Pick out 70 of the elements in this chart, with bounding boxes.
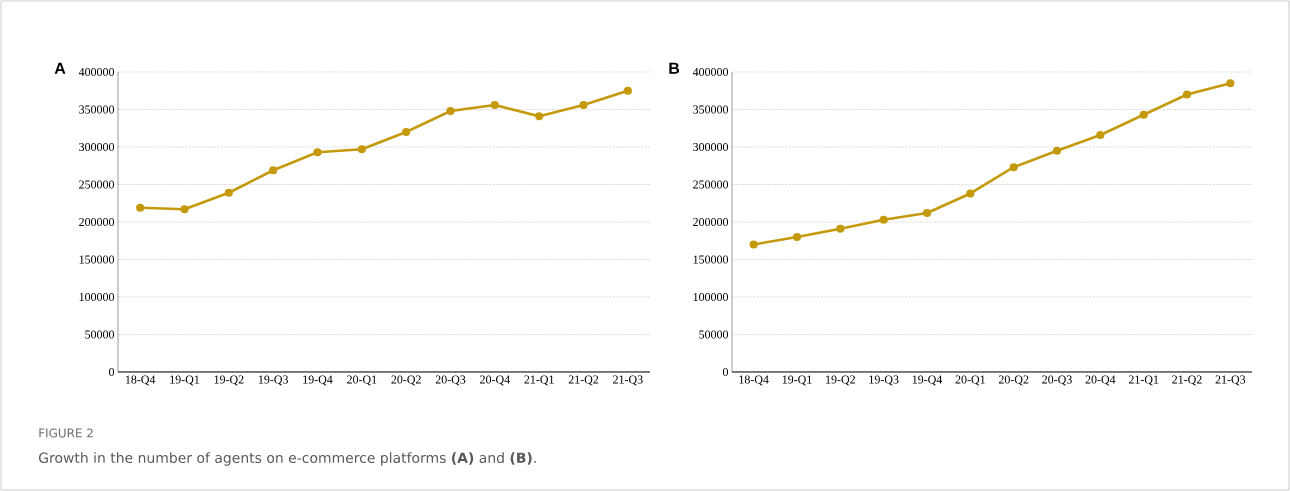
point [180, 205, 189, 214]
x-tick-label: 20-Q4 [1085, 375, 1116, 386]
y-tick-label: 100000 [79, 292, 115, 302]
y-tick-label: 150000 [693, 255, 729, 264]
x-tick-label: 19-Q2 [826, 375, 855, 386]
y-tick-label: 400000 [692, 67, 729, 77]
point [879, 215, 888, 224]
x-tick-label: 19-Q1 [782, 375, 812, 386]
y-tick-label: 350000 [693, 105, 729, 114]
chart-title: B [669, 62, 680, 74]
y-tick-label: 200000 [693, 217, 729, 227]
y-tick-label: 350000 [79, 105, 115, 114]
x-tick-label: 20-Q3 [1042, 375, 1072, 386]
point [792, 232, 802, 242]
y-tick-label: 250000 [79, 180, 115, 189]
x-tick-label: 20-Q1 [955, 375, 985, 386]
point [749, 240, 758, 249]
point [1009, 163, 1018, 172]
y-tick-label: 300000 [693, 142, 729, 152]
point [1096, 130, 1105, 140]
x-tick-label: 21-Q1 [1128, 375, 1159, 386]
y-tick-label: 300000 [79, 142, 115, 152]
y-tick-label: 0 [108, 367, 115, 377]
point [1052, 146, 1062, 155]
x-tick-label: 20-Q2 [391, 375, 421, 386]
point [535, 112, 544, 121]
chart-title: A [54, 62, 66, 74]
x-tick-label: 18-Q4 [125, 375, 156, 386]
point [490, 100, 499, 110]
x-tick-label: 19-Q3 [258, 375, 288, 386]
x-tick-label: 20-Q4 [480, 375, 510, 386]
x-tick-label: 19-Q2 [214, 375, 244, 386]
y-tick-label: 0 [722, 367, 729, 377]
x-tick-label: 19-Q3 [869, 375, 899, 386]
point [136, 203, 145, 212]
point [357, 145, 366, 154]
point [446, 106, 455, 116]
point [623, 86, 632, 95]
x-tick-label: 21-Q3 [613, 375, 643, 386]
point [579, 100, 588, 110]
x-tick-label: 19-Q4 [303, 375, 333, 386]
x-tick-label: 21-Q2 [1172, 375, 1202, 386]
point [1139, 110, 1148, 119]
x-tick-label: 20-Q1 [347, 375, 377, 386]
y-tick-label: 50000 [699, 330, 729, 339]
x-tick-label: 21-Q3 [1215, 375, 1246, 386]
point [1226, 79, 1235, 88]
point [269, 166, 278, 175]
x-tick-label: 20-Q2 [998, 375, 1029, 386]
point [313, 148, 322, 157]
point [224, 188, 233, 197]
x-tick-label: 18-Q4 [739, 375, 769, 386]
y-tick-label: 400000 [78, 67, 115, 77]
y-tick-label: 100000 [693, 292, 729, 302]
point [836, 224, 845, 233]
point [922, 208, 932, 218]
text: Growth in the number of agents on e-commerce platforms (A) and (B). [38, 452, 536, 466]
caption: FIGURE 2 [39, 428, 93, 438]
x-tick-label: 20-Q3 [435, 375, 466, 386]
y-tick-label: 50000 [85, 330, 115, 339]
y-tick-label: 250000 [693, 180, 729, 189]
y-tick-label: 200000 [79, 217, 115, 227]
point [402, 127, 411, 137]
x-tick-label: 19-Q4 [912, 375, 943, 386]
y-tick-label: 150000 [79, 255, 115, 264]
x-tick-label: 21-Q2 [568, 375, 599, 386]
x-tick-label: 21-Q1 [524, 375, 554, 386]
x-tick-label: 19-Q1 [170, 375, 200, 386]
point [1182, 90, 1192, 99]
point [966, 189, 975, 198]
